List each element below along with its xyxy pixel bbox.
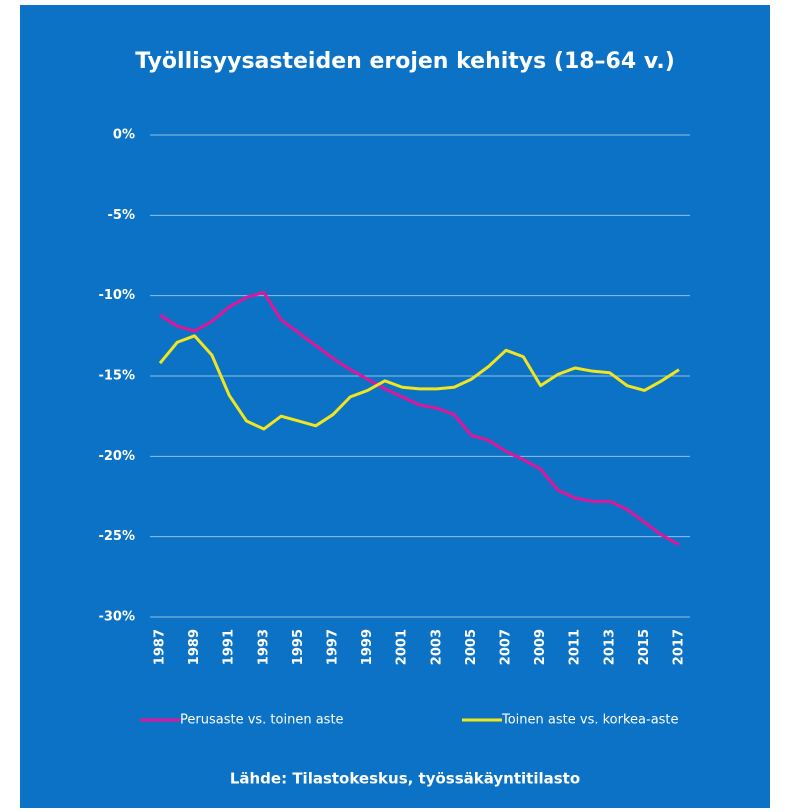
x-tick-label: 2009 [533,629,548,665]
x-tick-label: 1995 [291,629,306,665]
x-tick-label: 1989 [187,629,202,665]
y-tick-label: -20% [98,449,135,464]
x-tick-label: 2003 [429,629,444,665]
x-tick-label: 2005 [464,629,479,665]
x-tick-label: 1999 [360,629,375,665]
y-tick-label: -30% [98,610,135,625]
x-tick-label: 2011 [568,629,583,665]
chart-title: Työllisyysasteiden erojen kehitys (18–64… [135,49,675,74]
x-tick-label: 2007 [499,629,514,665]
y-tick-label: -10% [98,288,135,303]
background [20,5,770,808]
source: Lähde: Tilastokeskus, työssäkäyntitilast… [230,770,580,788]
x-tick-label: 2001 [395,629,410,665]
x-tick-label: 1997 [326,629,341,665]
series-line [158,334,680,431]
x-tick-label: 2013 [602,629,617,665]
x-tick-label: 1991 [222,629,237,665]
x-tick-label: 2017 [672,629,687,665]
x-tick-label: 1987 [153,629,168,665]
x-tick-label: 1993 [256,629,271,665]
y-tick-label: -15% [98,369,135,384]
y-tick-label: -5% [108,208,135,223]
x-tick-label: 2015 [637,629,652,665]
y-tick-label: -25% [98,529,135,544]
legend-label: Perusaste vs. toinen aste [180,713,344,728]
series-line [159,290,680,547]
y-tick-label: 0% [113,128,135,143]
legend-label: Toinen aste vs. korkea-aste [501,713,679,728]
